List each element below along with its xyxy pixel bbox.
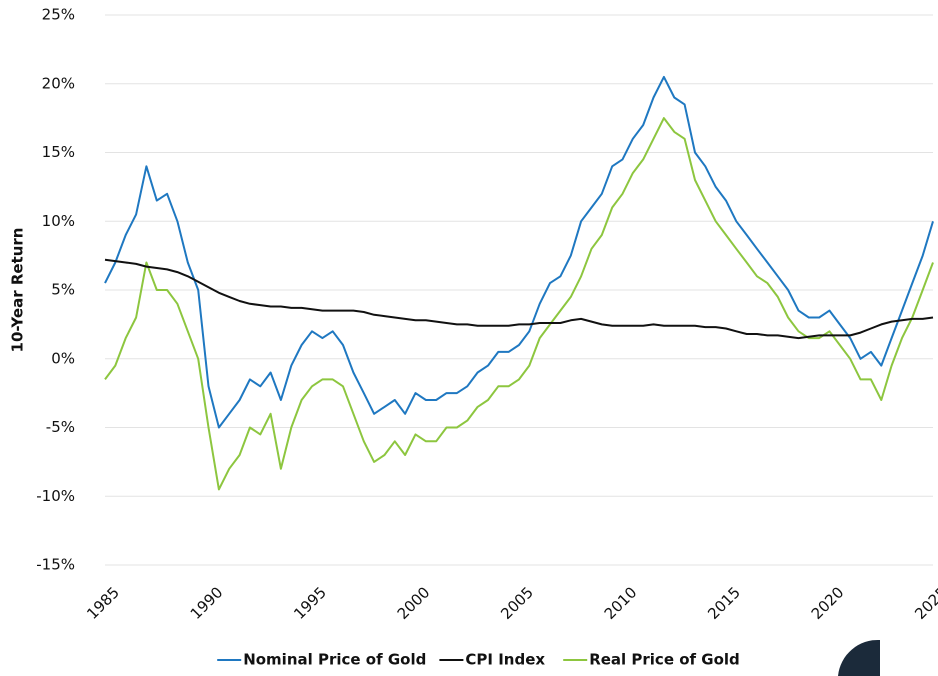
y-tick-label: 5% bbox=[51, 281, 75, 299]
x-tick-label: 1995 bbox=[290, 583, 330, 623]
y-tick-label: 15% bbox=[42, 143, 75, 161]
x-tick-label: 2025 bbox=[911, 583, 938, 623]
y-tick-label: -15% bbox=[36, 556, 75, 574]
y-axis-title: 10-Year Return bbox=[9, 228, 27, 353]
x-tick-label: 1990 bbox=[187, 583, 227, 623]
line-series bbox=[104, 258, 934, 340]
logo bbox=[838, 639, 880, 676]
y-tick-label: -5% bbox=[46, 418, 75, 436]
x-tick-label: 2020 bbox=[808, 583, 848, 623]
y-tick-label: 20% bbox=[42, 74, 75, 92]
x-tick-label: 2010 bbox=[601, 583, 641, 623]
line-series bbox=[104, 117, 934, 491]
line-series bbox=[104, 75, 934, 429]
y-tick-label: 0% bbox=[51, 349, 75, 367]
y-tick-label: -10% bbox=[36, 487, 75, 505]
x-tick-label: 2005 bbox=[497, 583, 537, 623]
x-tick-label: 2000 bbox=[394, 583, 434, 623]
x-tick-label: 1985 bbox=[83, 583, 123, 623]
x-tick-label: 2015 bbox=[704, 583, 744, 623]
legend-label: Nominal Price of Gold bbox=[243, 651, 426, 669]
legend-label: CPI Index bbox=[465, 651, 545, 669]
y-tick-label: 25% bbox=[42, 6, 75, 24]
legend-label: Real Price of Gold bbox=[589, 651, 740, 669]
y-tick-label: 10% bbox=[42, 212, 75, 230]
